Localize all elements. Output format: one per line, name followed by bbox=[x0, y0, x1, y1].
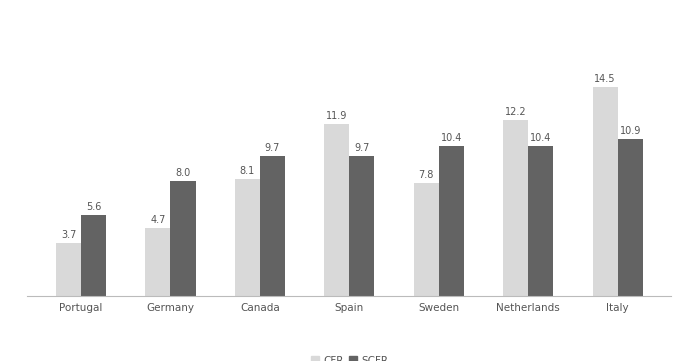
Bar bbox=[593, 87, 618, 296]
Text: 5.6: 5.6 bbox=[86, 202, 101, 212]
Text: 3.7: 3.7 bbox=[61, 230, 76, 240]
Text: 9.7: 9.7 bbox=[354, 143, 370, 153]
Bar bbox=[618, 139, 643, 296]
Text: 14.5: 14.5 bbox=[595, 74, 616, 84]
Bar bbox=[145, 228, 171, 296]
Bar bbox=[260, 156, 285, 296]
Bar bbox=[171, 180, 195, 296]
Text: 11.9: 11.9 bbox=[326, 111, 347, 121]
Text: 10.4: 10.4 bbox=[530, 133, 551, 143]
Text: 7.8: 7.8 bbox=[419, 170, 434, 180]
Text: 8.1: 8.1 bbox=[240, 166, 255, 176]
Bar bbox=[56, 243, 81, 296]
Text: 4.7: 4.7 bbox=[150, 215, 166, 225]
Text: 10.4: 10.4 bbox=[440, 133, 462, 143]
Bar bbox=[503, 120, 528, 296]
Bar bbox=[439, 146, 464, 296]
Legend: CFR, SCFR: CFR, SCFR bbox=[310, 356, 388, 361]
Bar bbox=[349, 156, 375, 296]
Bar bbox=[81, 215, 106, 296]
Text: 8.0: 8.0 bbox=[175, 168, 190, 178]
Bar bbox=[324, 124, 349, 296]
Bar bbox=[235, 179, 260, 296]
Bar bbox=[528, 146, 553, 296]
Text: 12.2: 12.2 bbox=[505, 107, 527, 117]
Bar bbox=[414, 183, 439, 296]
Text: 10.9: 10.9 bbox=[619, 126, 641, 136]
Text: 9.7: 9.7 bbox=[264, 143, 280, 153]
